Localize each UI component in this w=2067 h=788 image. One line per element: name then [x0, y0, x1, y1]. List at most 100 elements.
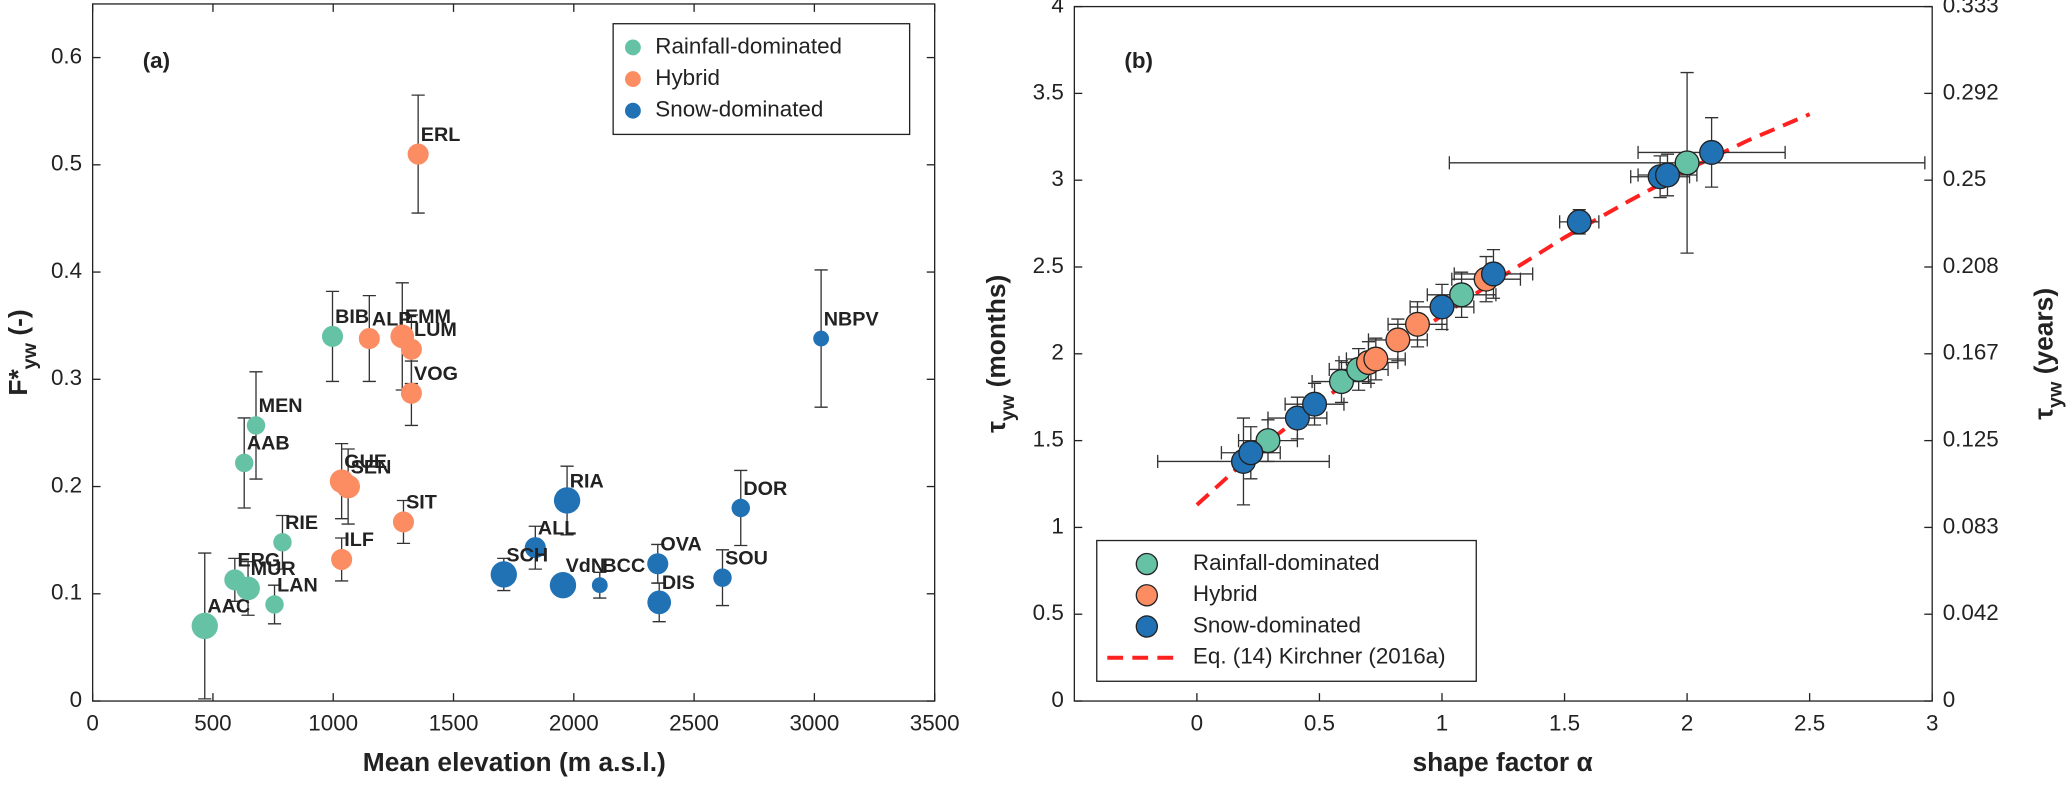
- x-tick-label: 1.5: [1549, 711, 1580, 736]
- model-curve: [1195, 112, 1811, 507]
- y-tick-label: 3: [1051, 166, 1063, 191]
- data-point: [331, 548, 353, 571]
- point-label: VOG: [414, 363, 458, 385]
- axis-label: F*yw (-): [3, 309, 41, 395]
- point-label: GUE: [344, 451, 387, 473]
- data-point: [1385, 327, 1411, 353]
- label-sub: yw: [997, 394, 1019, 421]
- data-point: [1480, 261, 1506, 287]
- x-tick-label: 0.5: [1304, 711, 1335, 736]
- y2-tick-label: 0.25: [1943, 166, 1987, 191]
- x-tick-label: 3000: [789, 711, 839, 736]
- panel-label: (a): [143, 48, 170, 73]
- point-label: ERG: [237, 550, 280, 572]
- data-point: [731, 498, 750, 518]
- data-point: [321, 325, 344, 347]
- data-point: [246, 416, 266, 435]
- x-tick-label: 3500: [910, 711, 960, 736]
- point-label: AAC: [207, 596, 250, 618]
- legend-label: Rainfall-dominated: [1193, 550, 1380, 575]
- label-main: τ: [981, 421, 1011, 433]
- legend-swatch: [625, 102, 641, 119]
- data-point: [1449, 282, 1475, 308]
- y2-tick-label: 0.167: [1943, 340, 1999, 365]
- point-label: DOR: [743, 478, 787, 500]
- plot-frame: [91, 3, 936, 702]
- x-tick-label: 1000: [308, 711, 358, 736]
- data-point: [1302, 391, 1328, 417]
- legend-box: [612, 23, 911, 136]
- legend-swatch: [1135, 584, 1159, 607]
- label-rest: (years): [2028, 288, 2058, 382]
- y2-tick-label: 0.125: [1943, 427, 1999, 452]
- legend-label: Rainfall-dominated: [655, 33, 842, 58]
- y-tick-label: 0.3: [51, 365, 82, 390]
- x-axis-label: Mean elevation (m a.s.l.): [363, 747, 666, 777]
- legend-swatch: [625, 39, 641, 56]
- data-point: [813, 330, 830, 347]
- legend-label: Eq. (14) Kirchner (2016a): [1193, 644, 1446, 669]
- point-label: SEN: [351, 456, 392, 478]
- y-tick-label: 4: [1051, 0, 1063, 18]
- point-label: AAB: [247, 433, 290, 455]
- legend-label: Hybrid: [655, 65, 720, 90]
- point-label: MUR: [251, 558, 296, 580]
- data-point: [273, 533, 292, 552]
- data-point: [647, 553, 669, 575]
- y-tick-label: 0.4: [51, 258, 82, 283]
- label-main: τ: [2028, 408, 2058, 420]
- x-tick-label: 2500: [669, 711, 719, 736]
- data-point: [524, 537, 546, 559]
- legend-swatch: [1135, 552, 1159, 576]
- legend-label: Hybrid: [1193, 581, 1258, 606]
- data-point: [1674, 150, 1700, 176]
- y-tick-label: 1: [1051, 513, 1063, 538]
- y-tick-label: 0.6: [51, 43, 82, 68]
- y-tick-label: 0: [1051, 687, 1063, 712]
- x-tick-label: 1: [1436, 711, 1448, 736]
- label-sub: yw: [2045, 381, 2067, 408]
- x-tick-label: 1500: [429, 711, 479, 736]
- legend-swatch: [625, 71, 641, 87]
- point-label: RIE: [285, 512, 318, 534]
- y-tick-label: 0: [70, 687, 82, 712]
- point-label: ILF: [344, 529, 374, 551]
- data-point: [358, 328, 380, 350]
- data-point: [591, 577, 608, 594]
- x-tick-label: 2.5: [1794, 711, 1825, 736]
- label-rest: (months): [981, 275, 1011, 395]
- y2-tick-label: 0.333: [1943, 0, 1999, 18]
- label-rest: (-): [3, 309, 33, 343]
- x-tick-label: 2: [1681, 711, 1693, 736]
- data-point: [336, 474, 360, 499]
- point-label: NBPV: [824, 308, 880, 330]
- point-label: DIS: [662, 572, 695, 594]
- x-tick-label: 500: [194, 711, 231, 736]
- y2-tick-label: 0.083: [1943, 513, 1999, 538]
- y2-tick-label: 0: [1943, 687, 1955, 712]
- data-point: [1404, 311, 1431, 337]
- y2-tick-label: 0.042: [1943, 600, 1999, 625]
- data-point: [236, 576, 260, 601]
- data-point: [1566, 209, 1592, 235]
- x-tick-label: 0: [86, 711, 98, 736]
- y-tick-label: 0.2: [51, 472, 82, 497]
- axis-label: τyw (months): [981, 275, 1019, 433]
- data-point: [191, 612, 218, 640]
- data-point: [265, 595, 284, 614]
- x-tick-label: 3: [1926, 711, 1938, 736]
- point-label: OVA: [660, 534, 701, 556]
- y-tick-label: 3.5: [1033, 79, 1064, 104]
- x-tick-label: 2000: [549, 711, 599, 736]
- point-label: MEN: [259, 395, 303, 417]
- point-label: ERL: [421, 124, 461, 146]
- point-label: SCH: [506, 544, 548, 566]
- data-point: [647, 590, 672, 615]
- point-label: BCC: [602, 555, 645, 577]
- point-label: RIA: [570, 470, 604, 492]
- y2-tick-label: 0.292: [1943, 79, 1999, 104]
- data-point: [234, 453, 254, 473]
- data-point: [549, 572, 577, 599]
